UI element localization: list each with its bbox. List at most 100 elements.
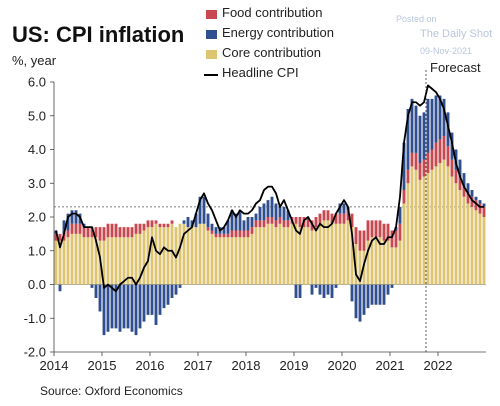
bar-food — [378, 220, 382, 238]
bar-core — [242, 237, 246, 285]
bar-core — [258, 227, 262, 285]
bar-core — [314, 227, 318, 285]
bar-core — [306, 227, 310, 285]
bar-energy — [386, 284, 390, 295]
bar-food — [374, 220, 378, 238]
bar-energy — [214, 227, 218, 234]
bar-food — [458, 176, 462, 190]
y-tick-label: 3.0 — [28, 176, 46, 191]
bar-core — [434, 166, 438, 285]
bar-food — [370, 220, 374, 238]
bar-food — [226, 233, 230, 238]
bar-energy — [442, 98, 446, 136]
bar-food — [266, 217, 270, 224]
legend-swatch-headline — [204, 74, 218, 76]
bar-food — [138, 223, 142, 234]
bar-energy — [258, 206, 262, 221]
bar-energy — [410, 98, 414, 153]
bar-energy — [230, 210, 234, 231]
bar-food — [62, 233, 66, 241]
bar-core — [390, 247, 394, 285]
bar-energy — [142, 284, 146, 322]
bar-food — [342, 213, 346, 224]
bar-core — [170, 223, 174, 285]
bar-food — [254, 220, 258, 228]
legend-label-core: Core contribution — [222, 45, 321, 60]
bar-food — [234, 230, 238, 238]
y-tick-label: 0.0 — [28, 277, 46, 292]
bar-energy — [274, 203, 278, 221]
bar-food — [482, 206, 486, 217]
bar-energy — [150, 284, 154, 315]
bar-food — [442, 136, 446, 160]
bar-food — [230, 230, 234, 238]
bar-food — [366, 220, 370, 241]
bar-energy — [94, 284, 98, 298]
bar-food — [154, 220, 158, 224]
x-tick-label: 2019 — [280, 358, 309, 373]
bar-food — [274, 220, 278, 228]
bar-energy — [254, 213, 258, 221]
bar-food — [382, 223, 386, 241]
bar-core — [466, 203, 470, 285]
bar-core — [74, 233, 78, 285]
bar-food — [270, 217, 274, 224]
x-tick-label: 2020 — [328, 358, 357, 373]
bars-layer — [54, 95, 486, 336]
bar-energy — [74, 210, 78, 224]
bar-core — [266, 223, 270, 285]
bar-core — [386, 240, 390, 285]
bar-food — [146, 220, 150, 228]
bar-food — [122, 227, 126, 238]
bar-energy — [98, 284, 102, 312]
x-tick-label: 2022 — [424, 358, 453, 373]
bar-energy — [314, 284, 318, 288]
bar-energy — [474, 196, 478, 201]
bar-energy — [402, 142, 406, 190]
watermark-date: 09-Nov-2021 — [420, 46, 473, 56]
bar-energy — [370, 284, 374, 305]
bar-food — [294, 217, 298, 224]
bar-food — [102, 227, 106, 241]
bar-energy — [102, 284, 106, 336]
grid-layer — [54, 206, 486, 285]
bar-food — [446, 146, 450, 167]
bar-core — [294, 223, 298, 285]
bar-core — [150, 227, 154, 285]
bar-core — [366, 240, 370, 285]
bar-core — [210, 233, 214, 285]
bar-energy — [198, 196, 202, 224]
bar-core — [238, 237, 242, 285]
bar-food — [206, 227, 210, 231]
bar-food — [418, 163, 422, 180]
bar-food — [438, 139, 442, 163]
bar-core — [438, 163, 442, 285]
bar-energy — [190, 220, 194, 228]
bar-core — [130, 237, 134, 285]
bar-food — [362, 230, 366, 251]
bar-core — [154, 223, 158, 285]
bar-food — [114, 223, 118, 238]
x-tick-label: 2017 — [184, 358, 213, 373]
bar-core — [338, 223, 342, 285]
bar-food — [82, 227, 86, 238]
bar-food — [98, 227, 102, 241]
bar-energy — [366, 284, 370, 309]
bar-core — [186, 227, 190, 285]
bar-core — [262, 227, 266, 285]
bar-energy — [118, 284, 122, 332]
bar-core — [206, 230, 210, 285]
bar-energy — [70, 210, 74, 224]
bar-core — [378, 237, 382, 285]
bar-core — [458, 190, 462, 285]
bar-food — [130, 227, 134, 238]
bar-core — [270, 223, 274, 285]
bar-food — [450, 159, 454, 177]
bar-energy — [222, 227, 226, 234]
bar-food — [222, 233, 226, 238]
bar-core — [162, 227, 166, 285]
bar-core — [70, 233, 74, 285]
bar-food — [462, 186, 466, 197]
bar-energy — [438, 95, 442, 140]
